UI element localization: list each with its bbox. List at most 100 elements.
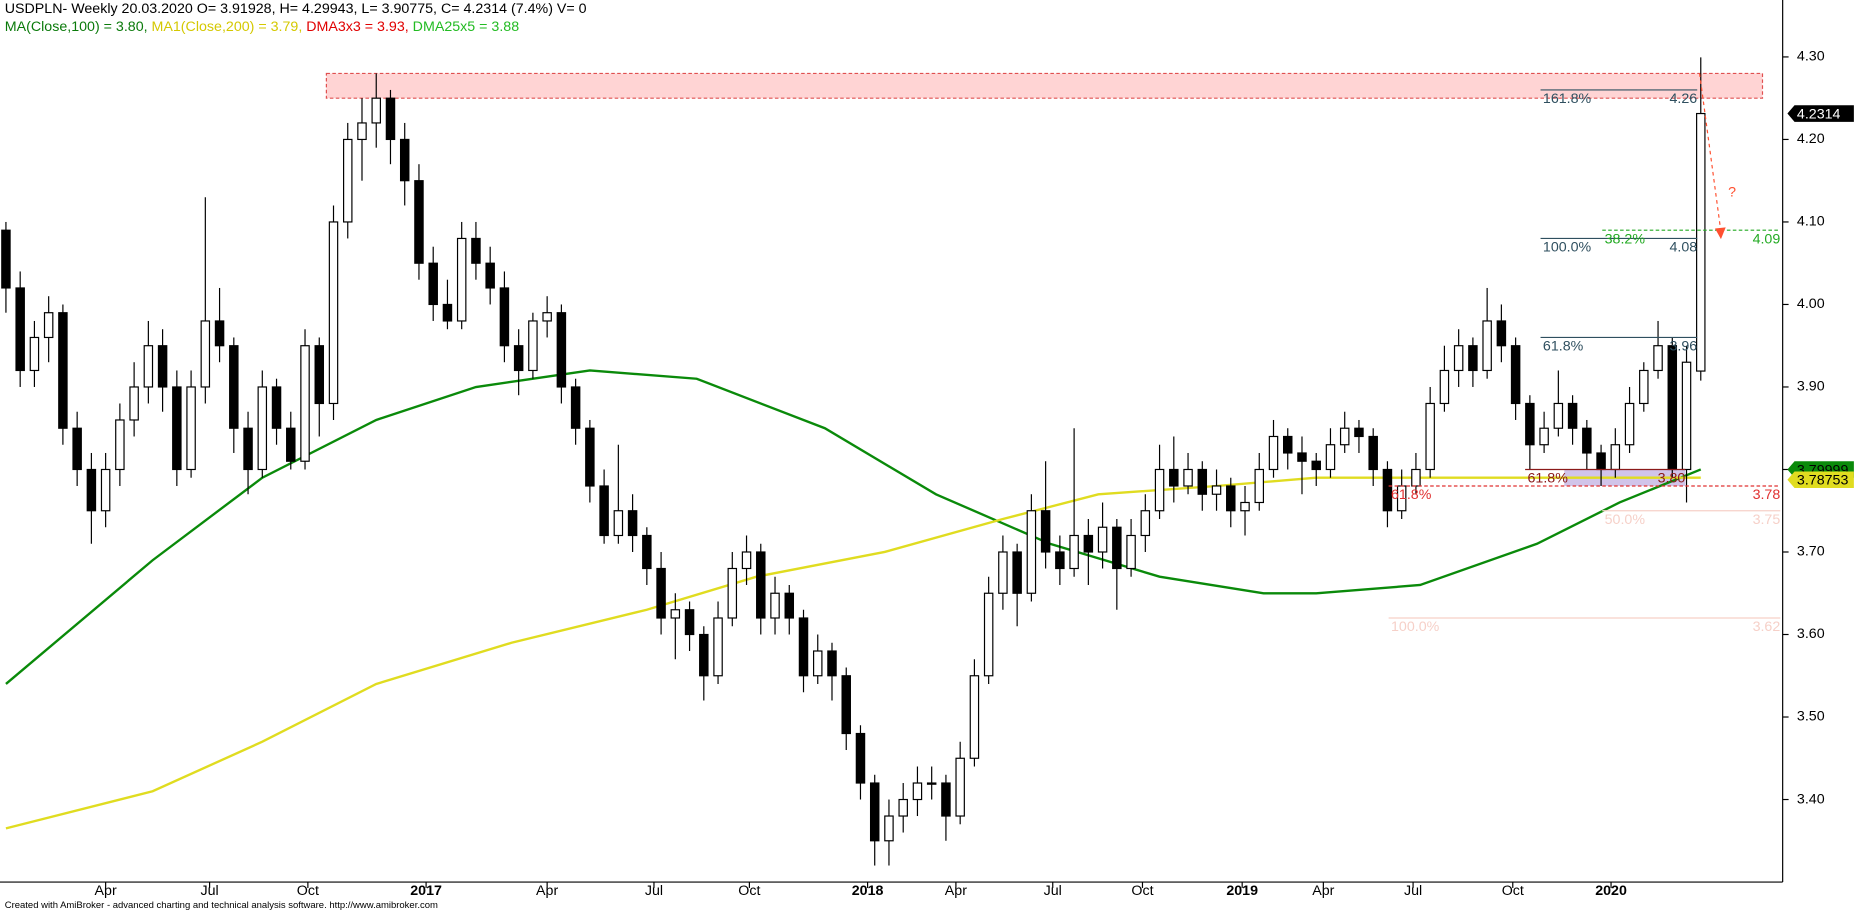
fib-percent: 100.0% bbox=[1391, 619, 1440, 635]
candle-body bbox=[100, 468, 111, 512]
candle-body bbox=[1254, 468, 1265, 504]
candle-body bbox=[1069, 534, 1079, 570]
candle-body bbox=[926, 782, 937, 785]
candle-body bbox=[29, 336, 40, 372]
footer: Created with AmiBroker - advanced charti… bbox=[5, 900, 438, 911]
candle-body bbox=[998, 551, 1008, 594]
candle-body bbox=[1240, 501, 1250, 512]
candle-body bbox=[115, 419, 125, 471]
x-tick-label: Jul bbox=[1044, 883, 1062, 899]
candle-body bbox=[1439, 369, 1450, 405]
candle-body bbox=[1482, 320, 1492, 372]
x-tick-label: Apr bbox=[95, 883, 117, 899]
candle-body bbox=[542, 312, 552, 322]
indicator-text: DMA3x3 = 3.93, bbox=[306, 19, 412, 35]
candle-body bbox=[314, 345, 325, 405]
candle-body bbox=[969, 675, 980, 759]
candle-body bbox=[1, 229, 11, 289]
candle-body bbox=[741, 551, 752, 570]
candle-body bbox=[1468, 345, 1478, 372]
candle-body bbox=[798, 617, 809, 677]
candle-body bbox=[1226, 485, 1236, 512]
candle-body bbox=[855, 732, 866, 784]
candle-body bbox=[357, 122, 367, 141]
fib-value: 3.96 bbox=[1669, 339, 1697, 355]
candle-body bbox=[1382, 468, 1393, 512]
indicator-text: DMA25x5 = 3.88 bbox=[413, 19, 520, 35]
x-tick-label: Oct bbox=[738, 883, 760, 899]
candle-body bbox=[1596, 452, 1606, 471]
candle-body bbox=[385, 97, 396, 141]
candle-body bbox=[286, 427, 296, 462]
candle-body bbox=[898, 798, 908, 817]
candle-body bbox=[1140, 510, 1151, 537]
fib-percent: 50.0% bbox=[1605, 512, 1646, 528]
y-tick-label: 3.70 bbox=[1797, 544, 1825, 560]
candle-body bbox=[200, 320, 211, 388]
moving-average bbox=[5, 369, 1702, 685]
candle-body bbox=[1496, 320, 1507, 347]
candle-body bbox=[456, 237, 467, 322]
candle-body bbox=[841, 675, 851, 735]
candle-body bbox=[627, 510, 638, 537]
candle-body bbox=[172, 386, 182, 471]
candle-body bbox=[186, 386, 196, 471]
candle-body bbox=[428, 262, 438, 306]
candle-body bbox=[214, 320, 225, 347]
candle-body bbox=[528, 320, 538, 372]
candle-body bbox=[1055, 551, 1065, 570]
price-tag-label: 4.2314 bbox=[1797, 106, 1841, 122]
candle-body bbox=[414, 180, 424, 264]
candle-body bbox=[1311, 460, 1321, 471]
candle-body bbox=[485, 262, 495, 289]
x-tick-label: 2019 bbox=[1226, 883, 1258, 899]
price-tag bbox=[1787, 105, 1854, 122]
candle-body bbox=[556, 312, 567, 388]
candle-body bbox=[1453, 345, 1464, 372]
fib-percent: 61.8% bbox=[1543, 339, 1584, 355]
candle-body bbox=[642, 534, 652, 570]
candle-body bbox=[1325, 444, 1336, 471]
y-tick-label: 3.40 bbox=[1797, 791, 1825, 807]
fib-value: 3.62 bbox=[1753, 619, 1781, 635]
candle-body bbox=[770, 592, 780, 619]
candle-body bbox=[471, 237, 481, 264]
candle-body bbox=[1268, 435, 1279, 471]
indicator-text: MA1(Close,200) = 3.79, bbox=[152, 19, 307, 35]
x-tick-label: Jul bbox=[645, 883, 663, 899]
candle-body bbox=[513, 345, 524, 372]
candle-body bbox=[1553, 402, 1564, 429]
candle-body bbox=[129, 386, 139, 421]
arrow-head bbox=[1715, 227, 1726, 240]
moving-average bbox=[5, 476, 1701, 830]
candle-body bbox=[43, 312, 54, 339]
candle-body bbox=[1667, 345, 1678, 471]
candle-body bbox=[1339, 427, 1350, 446]
candle-body bbox=[1368, 435, 1378, 471]
candle-body bbox=[257, 386, 268, 471]
fib-percent: 100.0% bbox=[1543, 240, 1592, 256]
y-tick-label: 4.20 bbox=[1797, 131, 1825, 147]
y-tick-label: 3.50 bbox=[1797, 709, 1825, 725]
x-tick-label: Jul bbox=[1404, 883, 1422, 899]
x-tick-label: Jul bbox=[200, 883, 218, 899]
candle-body bbox=[727, 567, 738, 619]
candle-body bbox=[699, 633, 709, 677]
candle-body bbox=[1354, 427, 1364, 438]
candle-body bbox=[399, 138, 410, 182]
candle-body bbox=[243, 427, 253, 471]
candle-body bbox=[983, 592, 994, 677]
candle-body bbox=[1653, 345, 1663, 372]
candle-body bbox=[300, 345, 310, 462]
candle-body bbox=[1026, 510, 1037, 594]
candle-body bbox=[827, 650, 837, 677]
candle-body bbox=[1211, 485, 1222, 495]
candle-body bbox=[1282, 435, 1293, 454]
x-tick-label: Oct bbox=[297, 883, 319, 899]
candle-body bbox=[869, 782, 880, 842]
candle-body bbox=[371, 97, 381, 124]
candle-body bbox=[756, 551, 766, 619]
candle-body bbox=[1696, 112, 1706, 372]
x-tick-label: Apr bbox=[945, 883, 967, 899]
candle-body bbox=[442, 303, 453, 322]
